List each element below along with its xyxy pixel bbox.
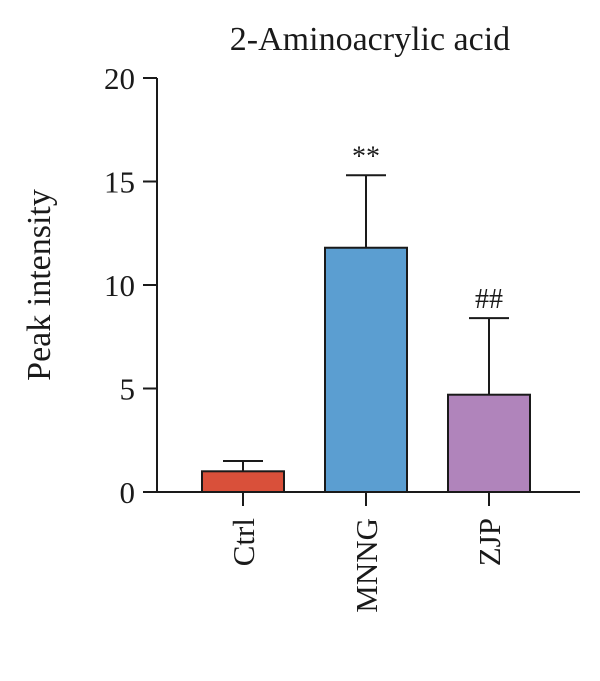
x-tick-label-zjp: ZJP: [472, 518, 507, 566]
bars: ** ##: [201, 141, 531, 493]
y-tick-label: 10: [104, 268, 135, 303]
y-tick-label: 20: [104, 61, 135, 96]
x-axis-ticks: Ctrl MNNG ZJP: [226, 492, 507, 613]
y-axis-label: Peak intensity: [21, 189, 58, 381]
x-tick-label-mnng: MNNG: [349, 518, 384, 613]
bar-mnng: [324, 246, 408, 493]
significance-mark-zjp: ##: [475, 284, 503, 315]
y-tick-label: 15: [104, 165, 135, 200]
bar-ctrl: [201, 470, 285, 493]
y-tick-label: 5: [120, 372, 136, 407]
y-axis-ticks: 0 5 10 15 20: [104, 61, 157, 510]
significance-mark-mnng: **: [352, 141, 380, 172]
bar-zjp: [447, 393, 531, 493]
x-tick-label-ctrl: Ctrl: [226, 518, 261, 566]
chart-title: 2-Aminoacrylic acid: [230, 21, 510, 58]
y-tick-label: 0: [120, 475, 136, 510]
